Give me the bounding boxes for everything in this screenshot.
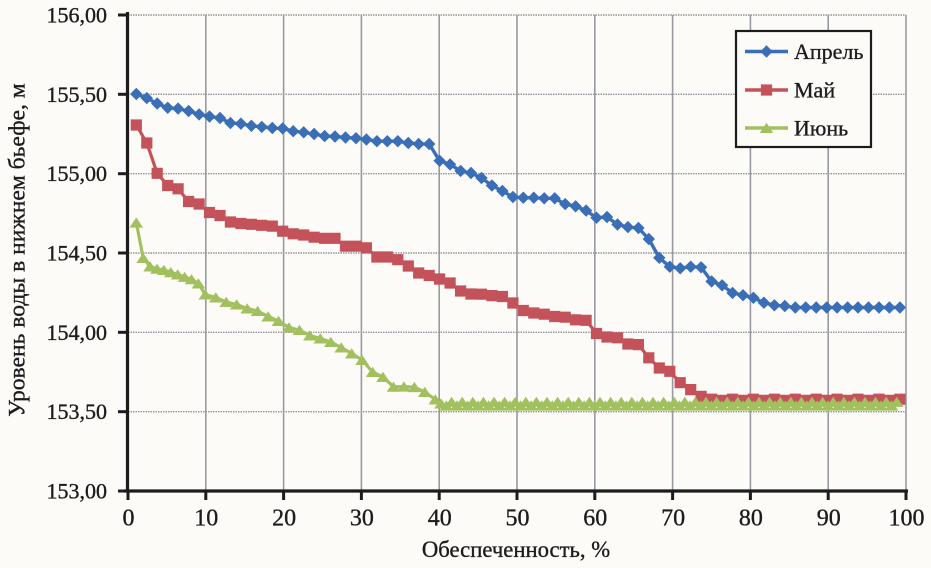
svg-text:20: 20 [272, 506, 296, 532]
svg-text:50: 50 [506, 506, 530, 532]
svg-text:90: 90 [817, 506, 841, 532]
svg-text:153,00: 153,00 [47, 479, 108, 504]
svg-text:Обеспеченность, %: Обеспеченность, % [422, 537, 610, 562]
svg-text:155,00: 155,00 [47, 161, 108, 186]
svg-text:10: 10 [194, 506, 218, 532]
svg-text:80: 80 [739, 506, 763, 532]
svg-text:154,50: 154,50 [47, 241, 108, 266]
svg-text:0: 0 [123, 506, 135, 532]
svg-text:156,00: 156,00 [47, 3, 108, 28]
svg-text:154,00: 154,00 [47, 320, 108, 345]
svg-text:Май: Май [794, 78, 835, 103]
svg-text:30: 30 [350, 506, 374, 532]
svg-text:153,50: 153,50 [47, 399, 108, 424]
svg-text:Апрель: Апрель [794, 39, 863, 64]
svg-text:Уровень воды в нижнем бьефе, м: Уровень воды в нижнем бьефе, м [5, 83, 31, 416]
svg-text:100: 100 [889, 506, 925, 532]
svg-text:40: 40 [428, 506, 452, 532]
svg-text:60: 60 [583, 506, 607, 532]
svg-text:Июнь: Июнь [794, 116, 848, 141]
svg-text:70: 70 [661, 506, 685, 532]
svg-text:155,50: 155,50 [47, 82, 108, 107]
